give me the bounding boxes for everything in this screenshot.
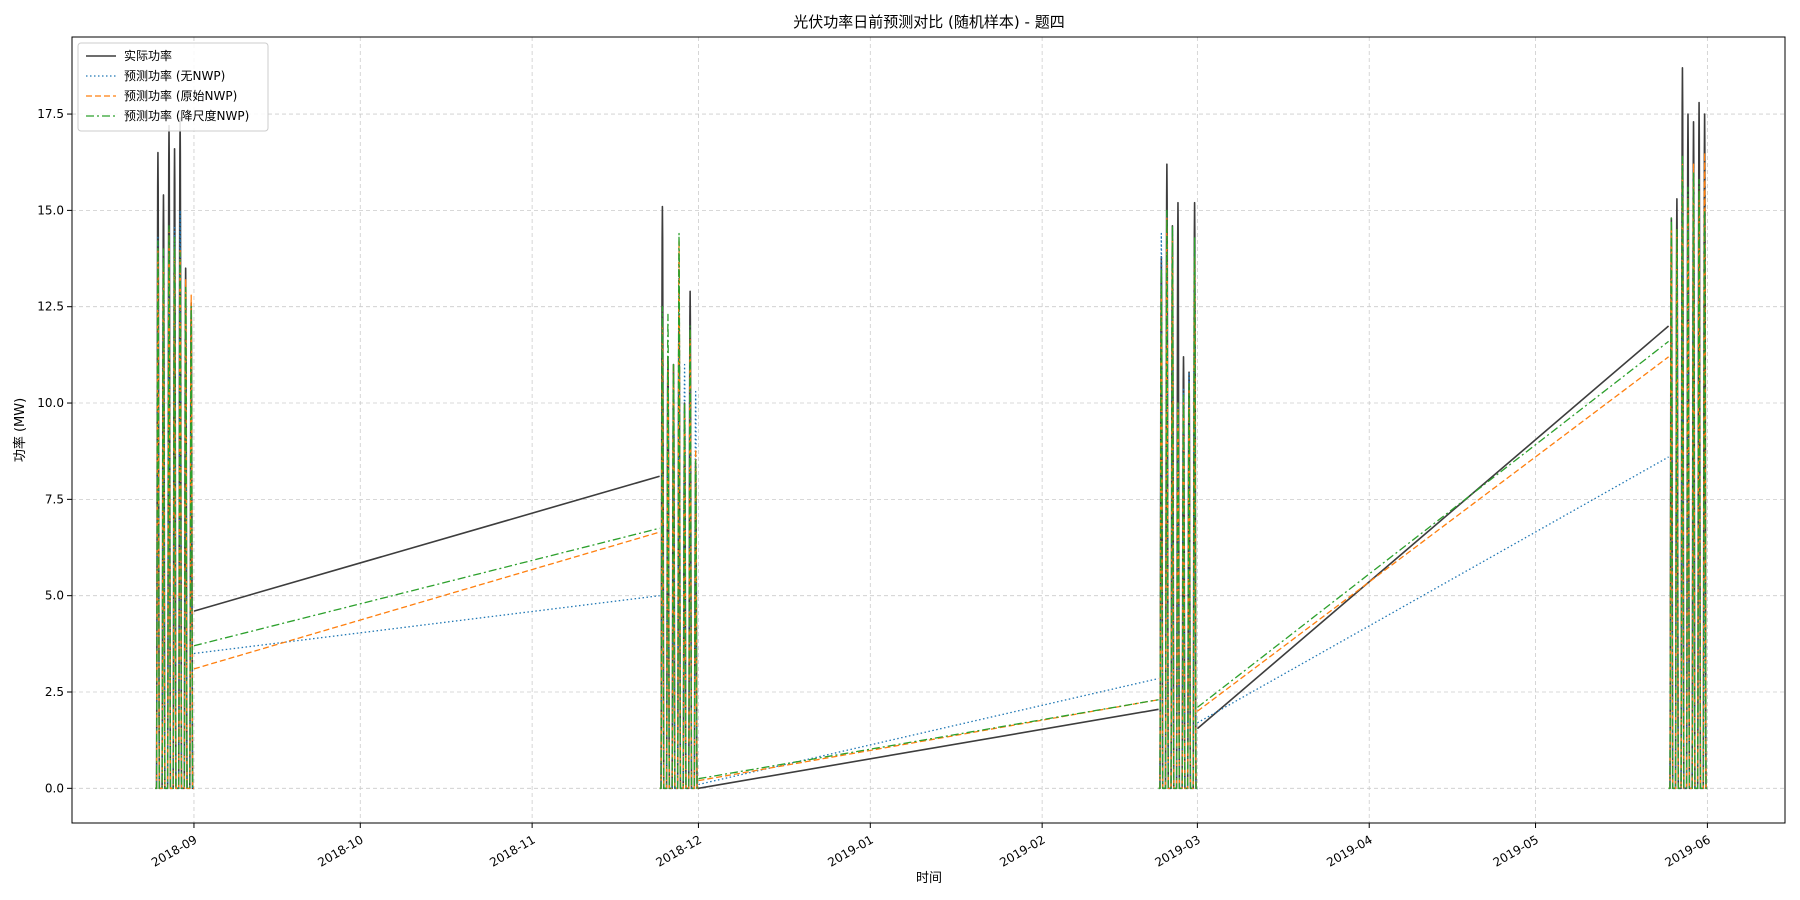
grid [72,37,1785,823]
y-tick-label: 17.5 [37,107,64,121]
series-3-gap-line-3 [1196,356,1669,712]
x-tick-label: 2019-04 [1324,832,1374,869]
plot-frame [71,36,1786,824]
y-axis-label: 功率 (MW) [12,398,28,462]
x-tick-label: 2019-01 [825,832,875,869]
series-4-window-3 [1158,209,1198,789]
y-tick-label: 0.0 [45,781,64,795]
series-1-gap-line-3 [1196,325,1670,730]
series-4-gap-line-3 [1196,340,1669,708]
legend-item-label: 预测功率 (原始NWP) [124,88,237,103]
series-4-window-2 [659,232,699,789]
legend-item-label: 预测功率 (降尺度NWP) [124,108,249,123]
chart-title: 光伏功率日前预测对比 (随机样本) - 题四 [793,13,1064,31]
series-2-gap-line-3 [1197,456,1669,724]
x-tick-label: 2019-05 [1491,832,1541,869]
y-tick-label: 15.0 [37,203,64,217]
series-2-gap-line-1 [193,595,660,655]
y-tick-label: 2.5 [45,685,64,699]
series-area [154,67,1708,790]
series-4-window-4 [1668,155,1708,789]
series-1-gap-line-2 [698,708,1159,790]
x-tick-label: 2018-09 [149,832,199,869]
x-axis: 2018-09 2018-10 2018-11 2018-12 2019-01 2019-… [149,823,1713,870]
series-2 [154,159,1708,789]
series-3 [154,151,1708,789]
x-tick-label: 2019-02 [997,832,1047,869]
series-4-gap-line-2 [698,699,1159,780]
x-tick-label: 2018-10 [315,832,365,869]
series-1 [154,67,1708,790]
x-tick-label: 2018-11 [487,832,537,869]
x-tick-label: 2018-12 [654,832,704,869]
series-1-gap-line-1 [193,475,660,612]
series-3-gap-line-1 [193,531,660,670]
x-tick-label: 2019-06 [1662,832,1712,869]
legend-box [77,42,269,132]
legend-item-label: 实际功率 [124,48,172,63]
series-4-window-1 [154,225,195,789]
y-axis: 0.0 2.5 5.0 7.5 10.0 12.5 15.0 17.5 [37,107,72,795]
legend-item-label: 预测功率 (无NWP) [124,68,225,83]
series-2-gap-line-2 [698,677,1159,786]
x-tick-label: 2019-03 [1152,832,1202,869]
series-4-gap-line-1 [193,527,660,647]
y-tick-label: 12.5 [37,300,64,314]
x-axis-label: 时间 [916,871,942,886]
y-tick-label: 7.5 [45,492,64,506]
y-tick-label: 10.0 [37,396,64,410]
series-1-window-4 [1668,67,1708,790]
series-4 [154,155,1708,789]
y-tick-label: 5.0 [45,589,64,603]
